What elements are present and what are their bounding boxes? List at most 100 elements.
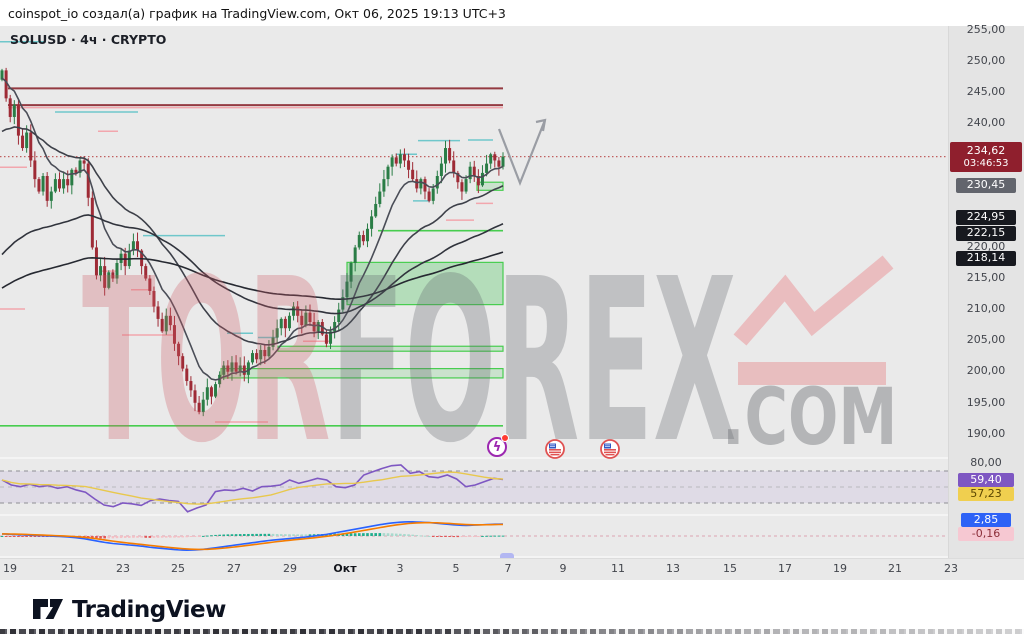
candle	[177, 343, 181, 357]
candle	[136, 241, 140, 251]
candle	[341, 297, 345, 310]
candle	[287, 315, 291, 329]
candle	[361, 235, 365, 242]
candle	[501, 156, 505, 167]
macd-histogram-bar	[189, 536, 193, 537]
candle	[255, 353, 259, 360]
candle	[320, 322, 324, 335]
candle	[201, 399, 205, 413]
price-axis-badge: 2,85	[961, 513, 1011, 527]
candle	[214, 384, 218, 397]
candle	[230, 362, 234, 372]
macd-histogram-bar	[312, 534, 316, 536]
us-flag-icon[interactable]	[545, 439, 565, 459]
symbol-title[interactable]: SOLUSD · 4ч · CRYPTO	[10, 32, 167, 47]
candle	[452, 160, 456, 173]
price-axis-label: 210,00	[966, 302, 1006, 315]
macd-histogram-bar	[370, 533, 373, 536]
price-axis-label: 195,00	[966, 396, 1006, 409]
candle	[189, 381, 193, 391]
candle	[115, 262, 119, 279]
candle	[57, 179, 61, 189]
current-bar-time-marker	[500, 553, 514, 558]
candle	[234, 362, 238, 372]
macd-histogram-bar	[238, 534, 242, 536]
green-zone-box	[346, 261, 504, 306]
macd-histogram-bar	[468, 536, 472, 537]
macd-histogram-bar	[378, 533, 382, 536]
candle	[78, 160, 82, 173]
candle	[324, 334, 328, 344]
price-axis-badge: 59,40	[958, 473, 1014, 487]
macd-histogram-bar	[288, 534, 291, 536]
candle	[16, 104, 20, 136]
macd-histogram-bar	[292, 534, 295, 536]
macd-histogram-bar	[156, 536, 160, 538]
macd-histogram-bar	[230, 534, 234, 536]
macd-histogram-bar	[210, 535, 213, 537]
macd-histogram-bar	[29, 536, 33, 537]
time-axis[interactable]	[0, 558, 1024, 580]
candle	[197, 402, 201, 413]
candle	[296, 306, 300, 316]
macd-histogram-bar	[349, 533, 353, 536]
macd-histogram-bar	[197, 536, 201, 537]
macd-histogram-bar	[374, 533, 377, 536]
candle	[349, 262, 353, 282]
macd-histogram-bar	[107, 536, 111, 539]
candle	[205, 387, 209, 400]
candle	[181, 356, 185, 369]
candle	[411, 169, 415, 180]
macd-histogram-bar	[267, 533, 271, 536]
time-axis-label: 27	[227, 562, 241, 575]
macd-histogram-bar	[485, 535, 488, 537]
macd-histogram-bar	[242, 534, 246, 536]
rsi-ma-line	[1, 471, 504, 505]
macd-histogram-bar	[300, 534, 304, 536]
macd-histogram-bar	[13, 536, 16, 537]
macd-histogram-bar	[263, 533, 267, 536]
candle	[485, 163, 489, 173]
macd-histogram-bar	[185, 536, 189, 538]
candle	[238, 365, 242, 372]
candle	[476, 176, 480, 186]
candle	[168, 315, 172, 326]
candle	[333, 322, 337, 332]
macd-histogram-bar	[206, 535, 209, 537]
candle	[246, 362, 250, 375]
candle	[90, 197, 94, 248]
macd-histogram-bar	[452, 536, 456, 538]
price-axis-badge: 222,15	[956, 225, 1016, 241]
candle	[0, 70, 4, 80]
macd-histogram-bar	[148, 536, 152, 538]
candle	[271, 337, 275, 347]
candle	[103, 266, 107, 288]
lightning-icon[interactable]: ϟ	[487, 437, 507, 457]
us-flag-icon[interactable]	[600, 439, 620, 459]
candle	[70, 169, 74, 186]
candle	[193, 390, 197, 403]
candle	[312, 322, 316, 332]
macd-histogram-bar	[247, 533, 250, 536]
macd-histogram-bar	[4, 536, 8, 537]
time-axis-label: 11	[611, 562, 625, 575]
macd-histogram-bar	[140, 536, 143, 538]
candle	[468, 166, 472, 180]
candle	[456, 172, 460, 183]
candle	[415, 179, 419, 189]
macd-histogram-bar	[477, 536, 480, 537]
tradingview-logo[interactable]: TradingView	[33, 597, 226, 623]
macd-histogram-bar	[251, 533, 254, 536]
macd-histogram-bar	[382, 533, 386, 536]
candle	[74, 169, 78, 173]
macd-histogram-bar	[456, 536, 460, 538]
candle	[357, 235, 361, 248]
notification-dot-icon	[501, 434, 509, 442]
candle	[263, 349, 267, 357]
candle	[251, 353, 254, 363]
candle	[4, 70, 8, 99]
time-axis-label: 5	[452, 562, 460, 575]
macd-histogram-bar	[279, 534, 283, 536]
macd-histogram-bar	[255, 533, 258, 536]
